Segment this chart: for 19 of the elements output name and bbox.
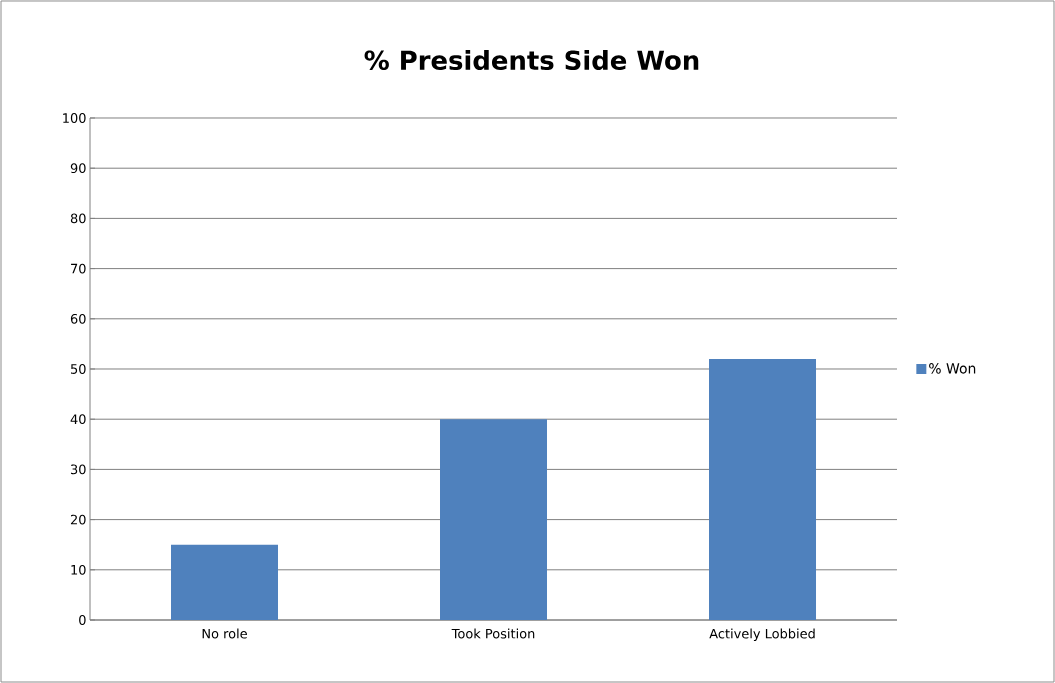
y-tick-label: 10 [71,564,86,575]
y-tick-label: 90 [70,163,86,174]
bar [709,358,817,620]
legend-label: % Won [929,363,976,374]
y-tick-label: 0 [79,615,86,625]
x-tick-label: No role [202,628,247,639]
y-tick-label: 70 [71,263,86,274]
bar [171,544,278,620]
y-tick-label: 30 [70,464,86,475]
y-tick-label: 50 [71,364,86,374]
y-tick-label: 20 [70,514,86,525]
bar [440,419,547,620]
y-tick-label: 100 [63,113,86,123]
x-tick-label: Actively Lobbied [709,628,815,642]
y-tick-label: 60 [70,313,86,324]
x-tick-label: Took Position [451,628,535,639]
y-tick-label: 80 [70,213,86,224]
y-tick-label: 40 [70,414,86,425]
chart-title: % Presidents Side Won [364,49,699,71]
